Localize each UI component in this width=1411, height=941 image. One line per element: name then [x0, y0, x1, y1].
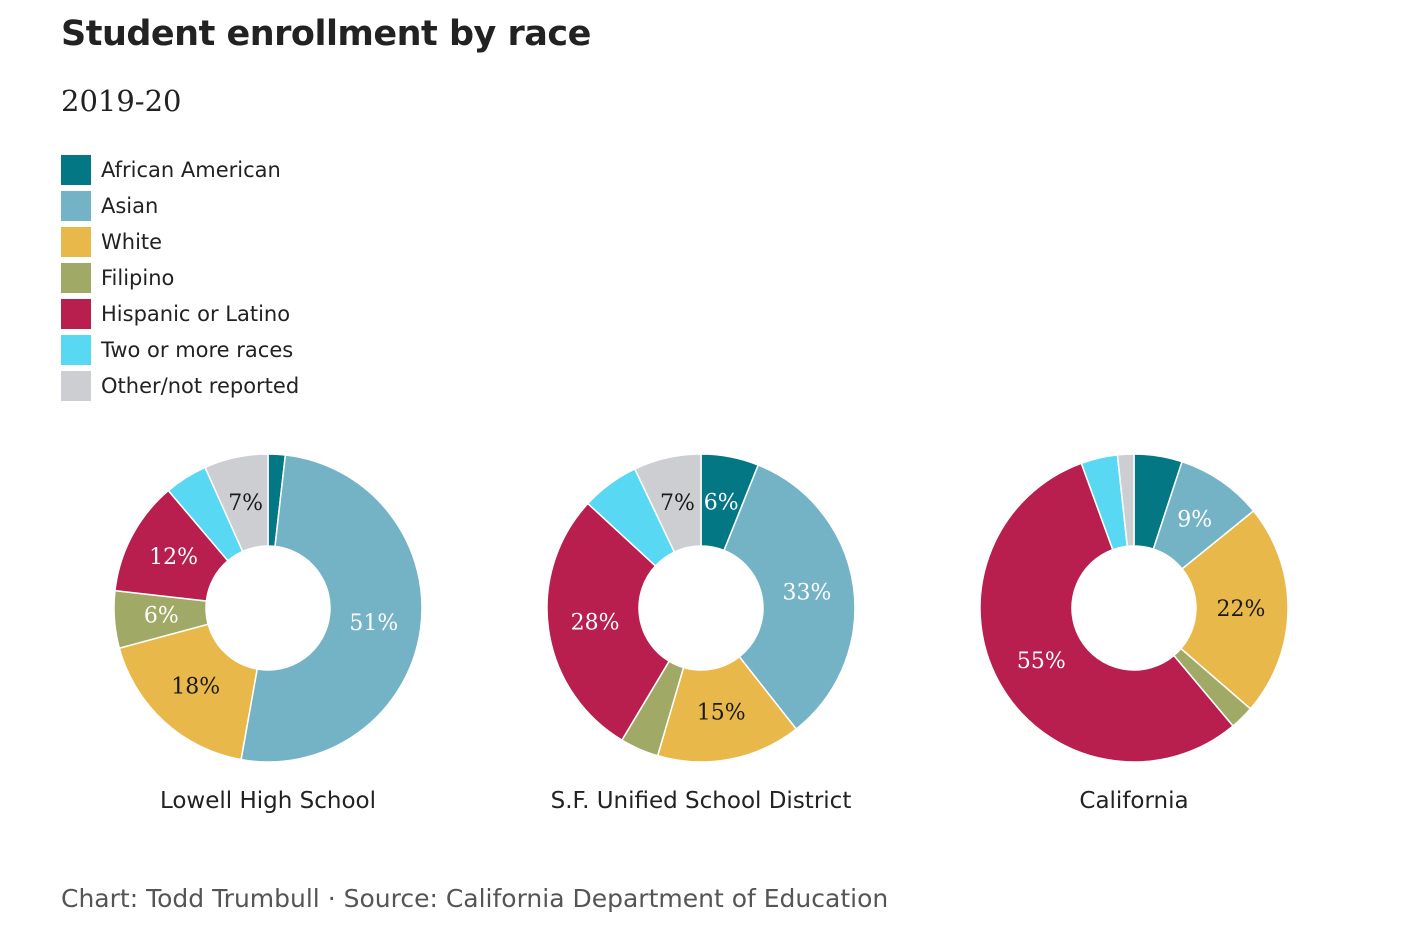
legend-item: Other/not reported: [61, 368, 299, 404]
legend-label: Two or more races: [101, 338, 294, 362]
source-credit: Chart: Todd Trumbull · Source: Californi…: [61, 884, 889, 913]
slice-data-label: 51%: [349, 611, 398, 636]
donut-chart: 51% 18% 6% 12% 7% Lowell High School: [113, 453, 423, 814]
legend-swatch: [61, 227, 91, 257]
donut-slice: [723, 464, 856, 731]
legend-label: Asian: [101, 194, 159, 218]
legend-label: Other/not reported: [101, 374, 300, 398]
donut-slice: [546, 502, 671, 742]
slice-data-label: 6%: [704, 490, 739, 515]
slice-data-label: 7%: [228, 491, 263, 516]
chart-subtitle: 2019-20: [61, 84, 182, 118]
donut-slice: [979, 462, 1235, 763]
donut-slice: [1116, 453, 1135, 548]
slice-data-label: 6%: [144, 604, 179, 629]
chart-label: S.F. Unified School District: [551, 788, 852, 814]
legend-swatch: [61, 263, 91, 293]
chart-label: Lowell High School: [160, 788, 376, 814]
donut-chart: 6% 33% 15% 28% 7% S.F. Unified School Distric…: [546, 453, 856, 814]
slice-data-label: 28%: [571, 611, 620, 636]
legend-item: Hispanic or Latino: [61, 296, 299, 332]
slice-data-label: 7%: [660, 491, 695, 516]
legend-swatch: [61, 371, 91, 401]
legend-swatch: [61, 155, 91, 185]
legend-item: African American: [61, 152, 299, 188]
legend-swatch: [61, 191, 91, 221]
legend-label: Hispanic or Latino: [101, 302, 291, 326]
donut-slice: [633, 453, 702, 554]
legend-label: White: [101, 230, 163, 254]
legend-item: Asian: [61, 188, 299, 224]
legend-item: White: [61, 224, 299, 260]
legend: African American Asian White Filipino Hispan…: [61, 152, 299, 404]
donut-slice: [656, 655, 798, 763]
donut-chart: 9% 22% 55% California: [979, 453, 1289, 814]
legend-swatch: [61, 299, 91, 329]
slice-data-label: 12%: [149, 545, 198, 570]
slice-data-label: 15%: [697, 701, 746, 726]
chart-title: Student enrollment by race: [61, 14, 591, 54]
legend-label: Filipino: [101, 266, 175, 290]
slice-data-label: 18%: [171, 674, 220, 699]
slice-data-label: 55%: [1017, 649, 1066, 674]
legend-item: Two or more races: [61, 332, 299, 368]
slice-data-label: 33%: [782, 580, 831, 605]
donut-slice: [1179, 509, 1289, 710]
chart-label: California: [1079, 788, 1188, 814]
donut-slice: [204, 453, 269, 553]
legend-label: African American: [101, 158, 281, 182]
slice-data-label: 22%: [1217, 597, 1266, 622]
legend-item: Filipino: [61, 260, 299, 296]
legend-swatch: [61, 335, 91, 365]
slice-data-label: 9%: [1177, 507, 1212, 532]
donut-slice: [118, 623, 259, 761]
donut-slice: [240, 454, 423, 763]
